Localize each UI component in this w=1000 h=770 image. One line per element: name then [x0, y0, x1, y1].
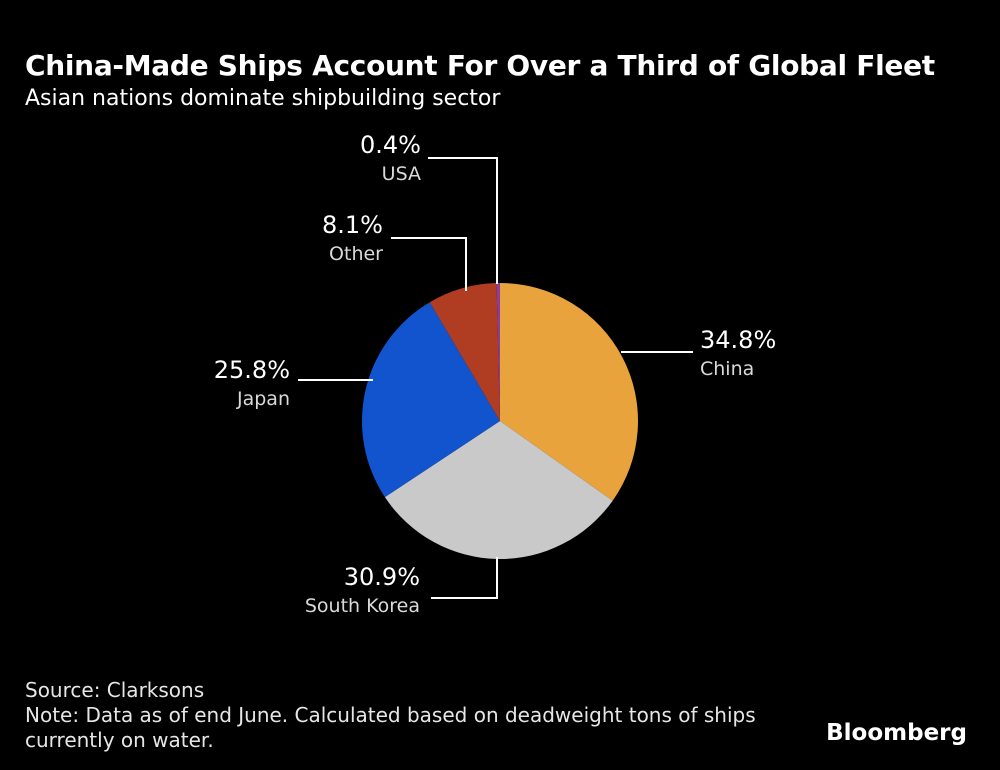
slice-value: 34.8% [700, 326, 777, 354]
slice-value: 25.8% [213, 356, 290, 384]
slice-name: China [700, 357, 755, 380]
pie-slice-usa [496, 282, 500, 421]
slice-value: 0.4% [360, 131, 421, 159]
slice-label-usa: 0.4% USA [360, 131, 421, 186]
pie-slice-south-korea [384, 421, 613, 559]
pie-slice-japan [362, 302, 500, 498]
slice-value: 30.9% [343, 563, 420, 591]
slice-name: South Korea [304, 594, 420, 617]
slice-name: Japan [237, 387, 290, 410]
slice-value: 8.1% [322, 211, 383, 239]
pie-slice-china [500, 283, 638, 501]
slice-label-south-korea: 30.9% South Korea [305, 563, 420, 618]
slice-label-japan: 25.8% Japan [214, 356, 290, 411]
bloomberg-logo: Bloomberg [826, 720, 967, 746]
chart-subtitle: Asian nations dominate shipbuilding sect… [25, 86, 501, 112]
leader-line [391, 237, 467, 291]
leader-line [428, 157, 498, 284]
source-text: Source: Clarksons [25, 678, 205, 702]
slice-label-china: 34.8% China [700, 326, 776, 381]
pie-slice-other [429, 283, 500, 421]
note-text: Note: Data as of end June. Calculated ba… [25, 703, 756, 752]
slice-label-other: 8.1% Other [322, 211, 383, 266]
slice-name: USA [381, 162, 421, 185]
slice-name: Other [329, 242, 383, 265]
leader-line [431, 557, 498, 599]
chart-title: China-Made Ships Account For Over a Thir… [25, 48, 935, 82]
